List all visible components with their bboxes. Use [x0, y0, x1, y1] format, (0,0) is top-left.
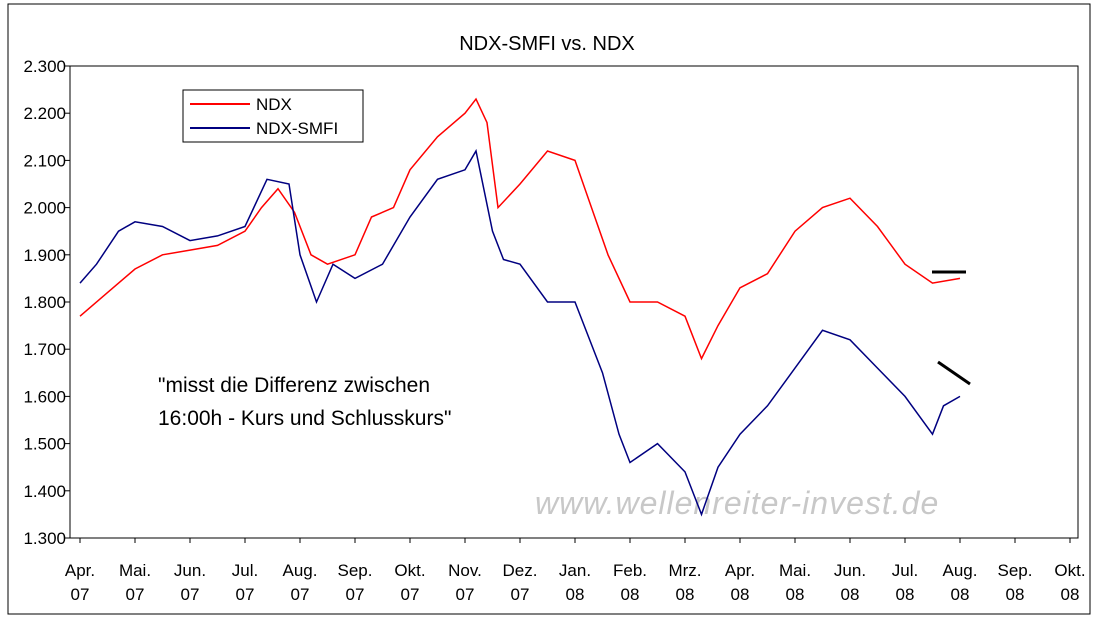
chart-title: NDX-SMFI vs. NDX: [459, 33, 635, 55]
x-tick-label: Dez. 07: [503, 561, 538, 604]
x-tick-label: Okt. 08: [1054, 561, 1085, 604]
y-tick-label: 1.700: [23, 340, 66, 359]
annotation: "misst die Differenz zwischen: [158, 374, 430, 397]
y-tick-label: 1.300: [23, 529, 66, 548]
x-tick-label: Sep. 08: [998, 561, 1033, 604]
y-tick-label: 2.300: [23, 57, 66, 76]
x-tick-label: Jun. 07: [174, 561, 206, 604]
x-tick-label: Nov. 07: [448, 561, 482, 604]
x-tick-label: Mai. 07: [119, 561, 151, 604]
y-tick-label: 1.800: [23, 293, 66, 312]
y-tick-label: 1.600: [23, 387, 66, 406]
x-tick-label: Aug. 07: [283, 561, 318, 604]
legend: NDX NDX-SMFI: [182, 89, 364, 143]
watermark: www.wellenreiter-invest.de: [535, 485, 939, 521]
legend-label: NDX: [256, 95, 292, 114]
x-tick-label: Jun. 08: [834, 561, 866, 604]
y-tick-label: 1.900: [23, 246, 66, 265]
annotation-box: [148, 362, 533, 440]
x-tick-label: Jul. 08: [892, 561, 918, 604]
y-tick-label: 2.100: [23, 151, 66, 170]
annotation: 16:00h - Kurs und Schlusskurs": [158, 407, 451, 430]
x-tick-label: Jan. 08: [559, 561, 591, 604]
y-tick-label: 1.400: [23, 482, 66, 501]
y-tick-label: 2.200: [23, 104, 66, 123]
x-tick-label: Apr. 08: [725, 561, 755, 604]
line-series: [79, 97, 961, 361]
y-tick-label: 1.500: [23, 435, 66, 454]
x-tick-label: Sep. 07: [338, 561, 373, 604]
legend-box: [182, 89, 364, 143]
x-tick-label: Okt. 07: [394, 561, 425, 604]
x-tick-label: Mrz. 08: [668, 561, 701, 604]
x-tick-label: Jul. 07: [232, 561, 258, 604]
x-tick-label: Feb. 08: [613, 561, 647, 604]
legend-label: NDX-SMFI: [256, 119, 338, 138]
line-series: [79, 148, 961, 517]
x-tick-label: Apr. 07: [65, 561, 95, 604]
y-tick-label: 2.000: [23, 199, 66, 218]
x-tick-label: Aug. 08: [943, 561, 978, 604]
x-tick-label: Mai. 08: [779, 561, 811, 604]
trend-line: [937, 360, 971, 386]
